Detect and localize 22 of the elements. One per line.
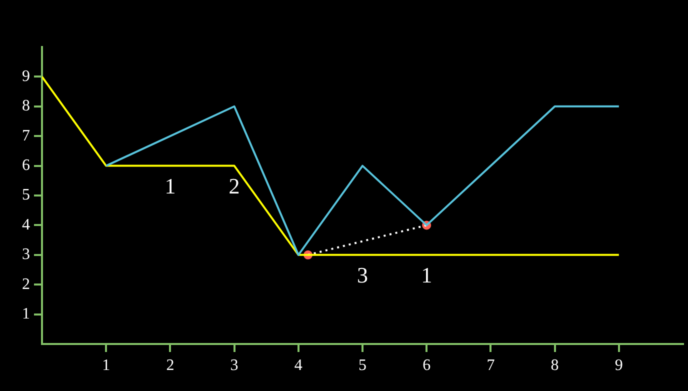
annotation: 1 <box>421 262 432 288</box>
annotation: 2 <box>228 174 240 199</box>
annotation: 1 <box>164 174 176 199</box>
x-tick-label: 1 <box>102 356 110 374</box>
y-tick-label: 2 <box>22 276 30 293</box>
x-tick-label: 2 <box>166 356 174 374</box>
annotation: 3 <box>357 262 368 288</box>
x-tick-label: 6 <box>422 356 431 374</box>
x-tick-label: 7 <box>486 356 495 374</box>
y-tick-label: 3 <box>22 246 30 264</box>
y-tick-label: 9 <box>22 68 30 85</box>
y-tick-label: 6 <box>22 157 30 174</box>
y-tick-label: 4 <box>22 216 30 234</box>
x-tick-label: 5 <box>358 356 366 374</box>
y-tick-label: 5 <box>22 186 30 204</box>
y-tick-label: 7 <box>22 127 30 144</box>
x-tick-label: 9 <box>614 356 623 374</box>
x-tick-label: 3 <box>230 356 238 374</box>
y-tick-label: 8 <box>22 98 30 115</box>
x-tick-label: 4 <box>294 356 302 374</box>
x-tick-label: 8 <box>550 356 559 374</box>
y-tick-label: 1 <box>22 306 30 323</box>
